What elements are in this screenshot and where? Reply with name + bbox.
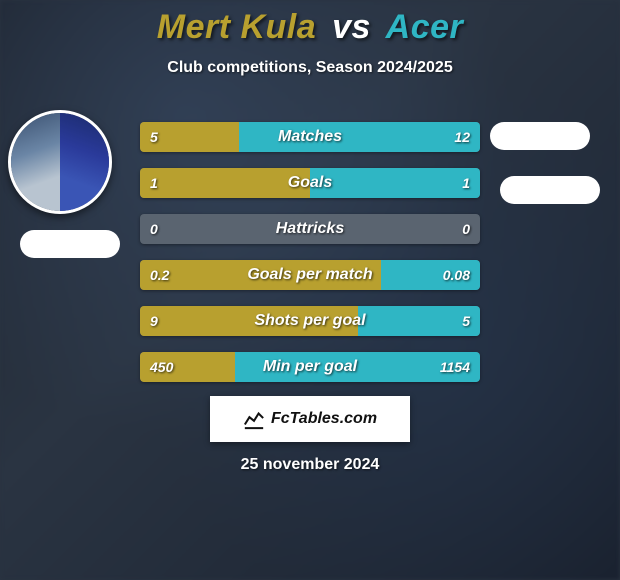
stat-row: Matches512 <box>140 122 480 152</box>
stat-value-left: 9 <box>140 306 168 336</box>
stat-value-left: 5 <box>140 122 168 152</box>
vs-text: vs <box>332 8 371 46</box>
stat-value-left: 0 <box>140 214 168 244</box>
stat-value-right: 12 <box>444 122 480 152</box>
player1-name: Mert Kula <box>157 8 316 46</box>
stat-row: Goals per match0.20.08 <box>140 260 480 290</box>
stat-value-right: 5 <box>452 306 480 336</box>
stat-value-right: 1154 <box>430 352 480 382</box>
decoration-pill-3 <box>20 230 120 258</box>
stat-row: Min per goal4501154 <box>140 352 480 382</box>
stat-value-left: 450 <box>140 352 183 382</box>
decoration-pill-1 <box>490 122 590 150</box>
decoration-pill-2 <box>500 176 600 204</box>
stat-bar-left <box>140 306 358 336</box>
stat-value-right: 0 <box>452 214 480 244</box>
stat-label: Hattricks <box>140 214 480 244</box>
stats-bars: Matches512Goals11Hattricks00Goals per ma… <box>140 122 480 398</box>
players-avatar <box>8 110 112 214</box>
branding-text: FcTables.com <box>271 410 377 428</box>
stat-value-left: 0.2 <box>140 260 179 290</box>
stat-row: Hattricks0 0 <box>140 214 480 244</box>
chart-icon <box>243 408 265 430</box>
stat-value-left: 1 <box>140 168 168 198</box>
stat-row: Goals11 <box>140 168 480 198</box>
page-title: Mert Kula vs Acer <box>0 0 620 47</box>
date-text: 25 november 2024 <box>0 456 620 474</box>
stat-value-right: 1 <box>452 168 480 198</box>
player2-name: Acer <box>386 8 464 46</box>
stat-row: Shots per goal95 <box>140 306 480 336</box>
stat-value-right: 0.08 <box>433 260 480 290</box>
branding-badge: FcTables.com <box>210 396 410 442</box>
subtitle: Club competitions, Season 2024/2025 <box>0 59 620 77</box>
